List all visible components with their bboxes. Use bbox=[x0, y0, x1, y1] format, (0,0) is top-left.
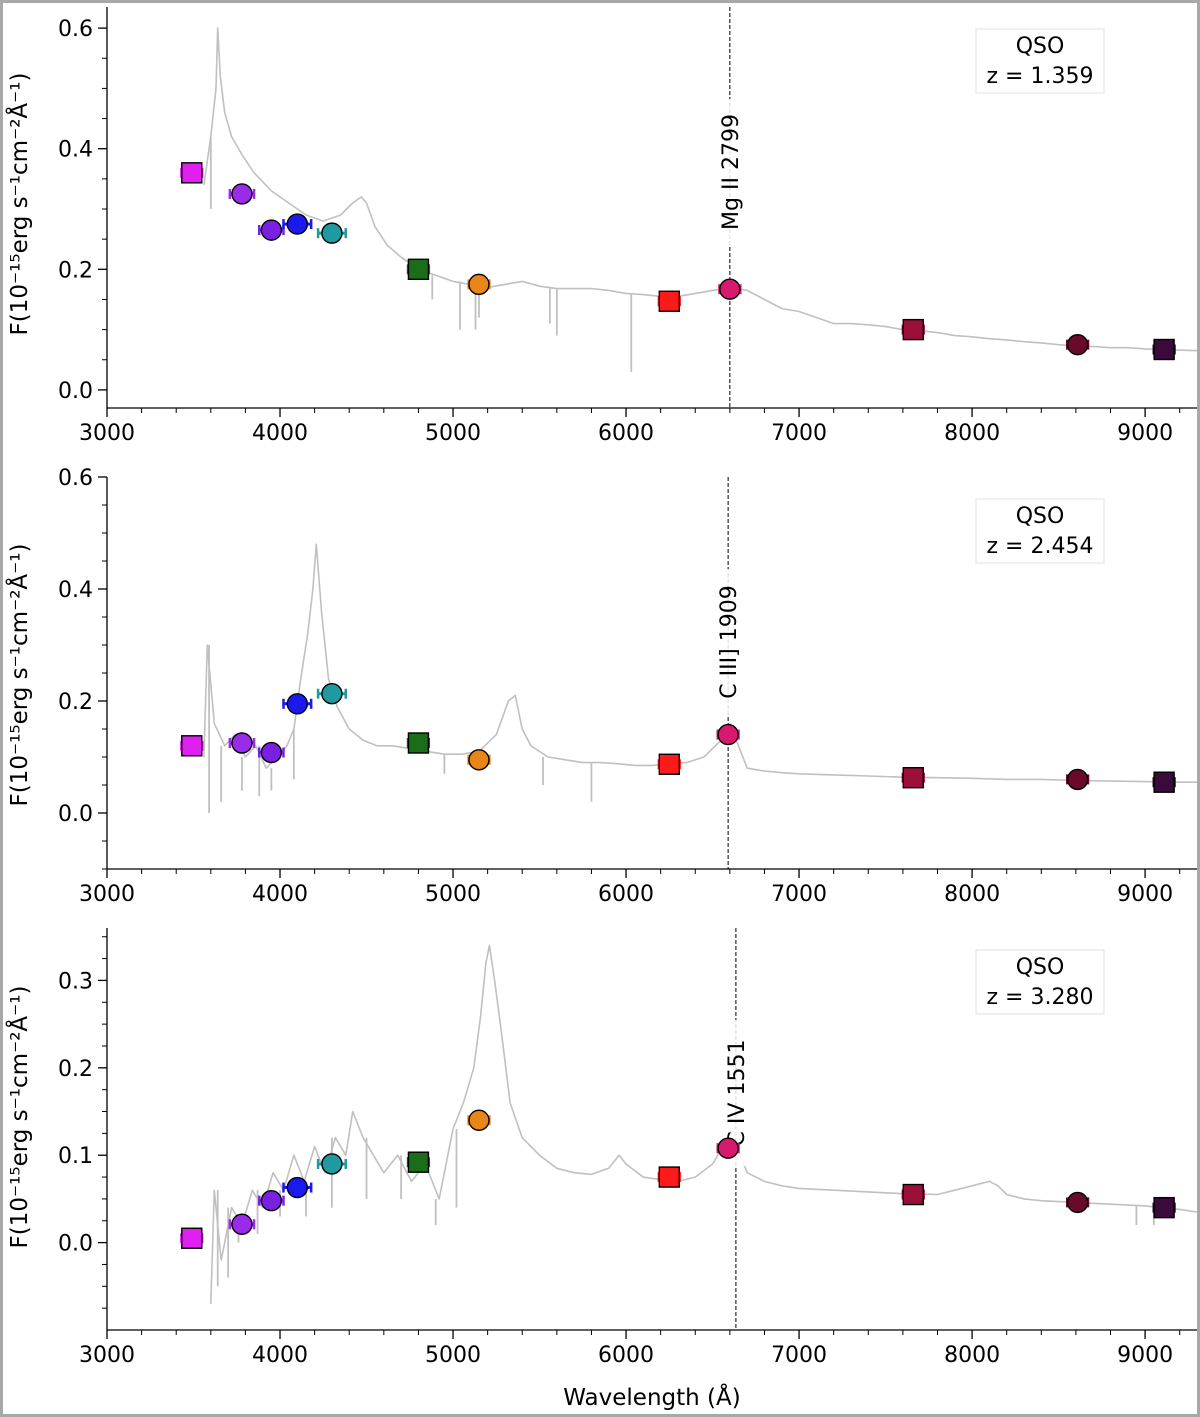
panel-3-xtick-label-1: 3000 bbox=[79, 1343, 135, 1368]
panel-1-xtick-label-6: 8000 bbox=[944, 421, 1000, 446]
panel-3-xtick-label-4: 6000 bbox=[598, 1343, 654, 1368]
panel-1-info-box bbox=[975, 28, 1105, 94]
panel-3-point-4 bbox=[286, 1176, 309, 1199]
panel-3-point-5 bbox=[321, 1153, 343, 1175]
panel-1-point-3 bbox=[260, 219, 283, 241]
panel-1-point-1 bbox=[181, 162, 203, 184]
panel-2-point-3 bbox=[260, 741, 283, 764]
figure-svg: F(10⁻¹⁵erg s⁻¹cm⁻²Å⁻¹) Mg II 2799 3000 400… bbox=[5, 7, 1197, 1411]
panel-2-point-12 bbox=[1153, 771, 1175, 793]
panel-1-xtick-label-3: 5000 bbox=[425, 421, 481, 446]
panel-3-redshift: z = 3.280 bbox=[987, 985, 1094, 1010]
panel-1-ytick-label-1: 0.0 bbox=[58, 379, 93, 404]
panel-2-point-5 bbox=[321, 683, 343, 705]
panel-3-point-8 bbox=[658, 1166, 681, 1188]
panel-2-point-6 bbox=[407, 732, 430, 754]
panel-3-ylabel: F(10⁻¹⁵erg s⁻¹cm⁻²Å⁻¹) bbox=[5, 986, 33, 1249]
panel-3-line-label: C IV 1551 bbox=[725, 1040, 750, 1147]
panel-1-xtick-label-4: 6000 bbox=[598, 421, 654, 446]
panel-1-title: QSO bbox=[1016, 34, 1065, 59]
panel-3-point-6 bbox=[407, 1151, 430, 1173]
panel-3-point-3 bbox=[260, 1189, 283, 1212]
panel-3-xtick-label-2: 4000 bbox=[252, 1343, 308, 1368]
panel-2-line-label-bg bbox=[715, 569, 742, 715]
x-axis-label: Wavelength (Å) bbox=[563, 1383, 740, 1411]
panel-1-point-12 bbox=[1153, 338, 1175, 361]
panel-1-point-7 bbox=[468, 273, 490, 296]
panel-3-title: QSO bbox=[1016, 955, 1065, 980]
panel-1-line-label: Mg II 2799 bbox=[719, 114, 744, 230]
panel-2-xtick-label-7: 9000 bbox=[1117, 882, 1173, 907]
panel-2-info-box bbox=[975, 498, 1105, 564]
panel-1-xtick-label-1: 3000 bbox=[79, 421, 135, 446]
panel-3-point-2 bbox=[231, 1213, 253, 1235]
panel-1-xtick-label-5: 7000 bbox=[771, 421, 827, 446]
panel-1-xtick-label-2: 4000 bbox=[252, 421, 308, 446]
panel-1-point-2 bbox=[231, 183, 253, 205]
panel-3-xtick-label-7: 9000 bbox=[1117, 1343, 1173, 1368]
panel-2-xtick-label-5: 7000 bbox=[771, 882, 827, 907]
panel-2-xtick-label-4: 6000 bbox=[598, 882, 654, 907]
panel-3-xtick-label-5: 7000 bbox=[771, 1343, 827, 1368]
panel-2-spectrum-line bbox=[203, 543, 1197, 783]
panel-3-ytick-label-3: 0.2 bbox=[58, 1057, 93, 1082]
panel-1-ytick-label-2: 0.2 bbox=[58, 258, 93, 283]
panel-1-point-8 bbox=[658, 290, 681, 312]
panel-2-ylabel: F(10⁻¹⁵erg s⁻¹cm⁻²Å⁻¹) bbox=[5, 544, 33, 807]
panel-3-ytick-label-1: 0.0 bbox=[58, 1232, 93, 1257]
panel-3-point-10 bbox=[902, 1183, 924, 1206]
panel-2-xtick-label-1: 3000 bbox=[79, 882, 135, 907]
panel-2-point-9 bbox=[717, 723, 739, 746]
panel-2-xtick-label-2: 4000 bbox=[252, 882, 308, 907]
panel-1-line-label-bg bbox=[716, 99, 743, 245]
panel-2-ytick-label-4: 0.6 bbox=[58, 466, 93, 491]
panel-3-info-box bbox=[975, 949, 1105, 1015]
panel-2-title: QSO bbox=[1016, 504, 1065, 529]
panel-1-ytick-label-3: 0.4 bbox=[58, 138, 93, 163]
panel-3-point-11 bbox=[1066, 1191, 1089, 1214]
panel-2-point-2 bbox=[231, 732, 253, 754]
panel-2-line-label: C III] 1909 bbox=[717, 585, 742, 698]
panel-1-point-11 bbox=[1066, 333, 1089, 356]
panel-3-xtick-label-3: 5000 bbox=[425, 1343, 481, 1368]
panel-2-point-11 bbox=[1066, 768, 1089, 791]
panel-2-xtick-label-6: 8000 bbox=[944, 882, 1000, 907]
panel-1: F(10⁻¹⁵erg s⁻¹cm⁻²Å⁻¹) Mg II 2799 3000 400… bbox=[5, 7, 1197, 446]
panel-3: F(10⁻¹⁵erg s⁻¹cm⁻²Å⁻¹) C IV 1551 3000 4000… bbox=[5, 928, 1197, 1368]
panel-1-point-6 bbox=[407, 258, 430, 281]
panel-3-xtick-label-6: 8000 bbox=[944, 1343, 1000, 1368]
panel-3-point-7 bbox=[468, 1109, 490, 1131]
panel-1-redshift: z = 1.359 bbox=[987, 64, 1094, 89]
panel-2-ytick-label-1: 0.0 bbox=[58, 802, 93, 827]
panel-1-xtick-label-7: 9000 bbox=[1117, 421, 1173, 446]
panel-2-point-10 bbox=[902, 767, 924, 789]
panel-2-xtick-label-3: 5000 bbox=[425, 882, 481, 907]
panel-3-point-9 bbox=[717, 1137, 739, 1159]
panel-1-point-10 bbox=[902, 318, 924, 341]
panel-3-point-1 bbox=[181, 1227, 203, 1249]
panel-1-point-4 bbox=[286, 213, 309, 235]
panel-1-spectrum-line bbox=[203, 27, 1197, 352]
panel-3-spectrum-line bbox=[210, 944, 1197, 1304]
panel-1-ytick-label-4: 0.6 bbox=[58, 17, 93, 42]
panel-3-point-12 bbox=[1153, 1196, 1175, 1219]
panel-2-redshift: z = 2.454 bbox=[987, 534, 1094, 559]
panel-2-ytick-label-2: 0.2 bbox=[58, 690, 93, 715]
panel-2-ytick-label-3: 0.4 bbox=[58, 578, 93, 603]
panel-2: F(10⁻¹⁵erg s⁻¹cm⁻²Å⁻¹) C III] 1909 3000 40… bbox=[5, 466, 1197, 907]
panel-3-ytick-label-4: 0.3 bbox=[58, 969, 93, 994]
panel-1-ylabel: F(10⁻¹⁵erg s⁻¹cm⁻²Å⁻¹) bbox=[5, 73, 33, 336]
panel-2-point-4 bbox=[286, 693, 309, 715]
panel-1-point-5 bbox=[321, 222, 343, 244]
panel-2-point-1 bbox=[181, 735, 203, 757]
panel-2-point-8 bbox=[658, 753, 681, 775]
panel-3-ytick-label-2: 0.1 bbox=[58, 1144, 93, 1169]
panel-1-point-9 bbox=[719, 278, 741, 300]
panel-2-point-7 bbox=[468, 749, 490, 771]
